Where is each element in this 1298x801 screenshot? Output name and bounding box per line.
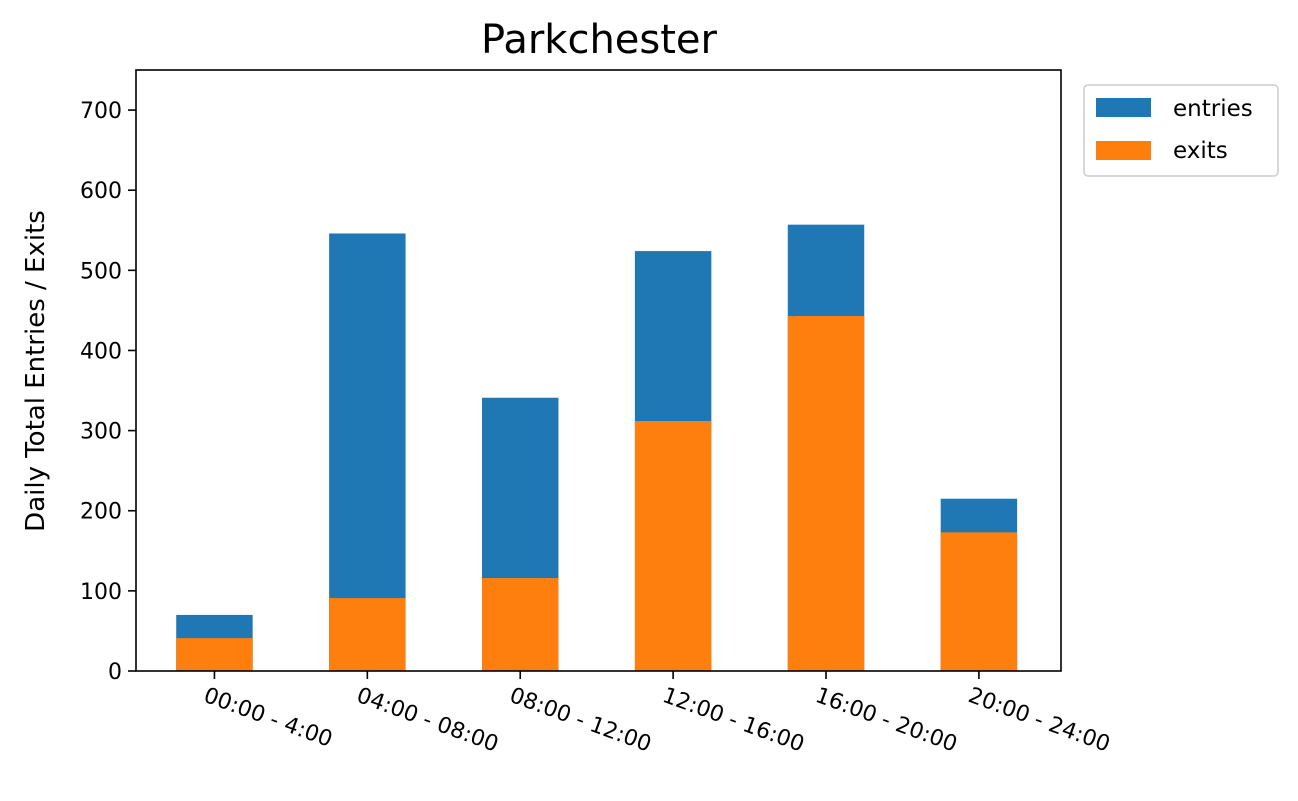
legend-label-entries: entries bbox=[1173, 96, 1253, 122]
bars-group bbox=[176, 224, 1018, 671]
bar-exits-3 bbox=[634, 420, 712, 671]
y-tick-label: 500 bbox=[80, 259, 122, 284]
legend: entries exits bbox=[1083, 84, 1279, 177]
bar-exits-4 bbox=[787, 316, 865, 671]
y-axis: 0 100 200 300 400 500 600 700 bbox=[80, 99, 136, 685]
y-tick-label: 400 bbox=[80, 339, 122, 364]
y-tick-label: 200 bbox=[80, 500, 122, 525]
y-tick-label: 700 bbox=[80, 99, 122, 124]
y-axis-label: Daily Total Entries / Exits bbox=[21, 210, 51, 532]
plot-frame bbox=[135, 69, 1062, 672]
bar-exits-5 bbox=[940, 532, 1018, 671]
bar-entries-1 bbox=[329, 233, 406, 671]
y-tick-label: 0 bbox=[108, 660, 122, 685]
legend-label-exits: exits bbox=[1173, 138, 1228, 164]
legend-swatch-entries bbox=[1096, 98, 1151, 117]
bar-exits-1 bbox=[329, 598, 406, 671]
y-tick-label: 600 bbox=[80, 179, 122, 204]
chart-title: Parkchester bbox=[481, 17, 718, 63]
bar-exits-0 bbox=[176, 638, 253, 671]
y-tick-label: 300 bbox=[80, 420, 122, 445]
bar-exits-2 bbox=[482, 578, 559, 671]
y-tick-label: 100 bbox=[80, 580, 122, 605]
legend-swatch-exits bbox=[1096, 141, 1151, 160]
